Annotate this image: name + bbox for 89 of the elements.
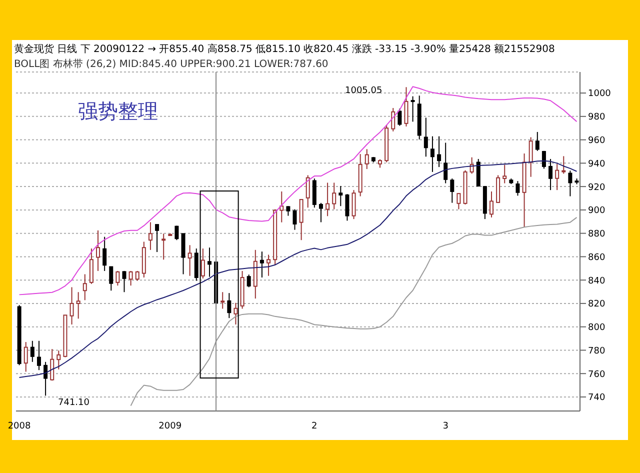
candlestick [286, 206, 290, 216]
candlestick [102, 236, 107, 272]
candlestick [116, 270, 120, 286]
candlestick [548, 158, 553, 191]
candlestick [181, 233, 186, 275]
candlestick [404, 86, 408, 127]
candlestick [535, 131, 540, 152]
candlestick [398, 108, 402, 126]
candlestick [430, 136, 434, 172]
candlestick [70, 286, 74, 325]
candlestick [234, 302, 238, 325]
annotation: 强势整理 [78, 98, 158, 125]
candlestick [470, 156, 474, 174]
candlestick [312, 178, 316, 208]
candlestick [516, 180, 520, 196]
candlestick [260, 251, 264, 278]
candlestick [155, 224, 160, 253]
chart-subtitle: BOLL图 布林带 (26,2) MID:845.40 UPPER:900.21 LOWER:787.60 [14, 58, 328, 71]
candlestick [162, 233, 166, 260]
candlestick [476, 158, 480, 188]
candlestick [266, 254, 271, 276]
candlestick [555, 163, 560, 191]
candlestick [410, 96, 415, 122]
candlestick [292, 208, 297, 230]
candlestick [30, 340, 34, 362]
x-tick-label: 2009 [158, 421, 182, 432]
y-tick-label: 940 [588, 159, 606, 170]
candlestick [200, 248, 205, 279]
candlestick [345, 194, 350, 222]
candlestick [44, 361, 48, 396]
candlestick [109, 266, 114, 292]
candlestick [568, 170, 572, 197]
candlestick [318, 202, 323, 223]
candlestick [76, 292, 80, 320]
chart-title: 黄金现货 日线 下 20090122 → 开855.40 高858.75 低815.10 收820.45 涨跌 -33.15 -3.90% 量25428 额21552908 [14, 42, 555, 56]
annotation: 741.10 [58, 398, 90, 408]
y-tick-label: 900 [588, 206, 606, 216]
candlestick [220, 292, 225, 310]
candlestick [352, 190, 356, 220]
y-tick-label: 760 [588, 370, 606, 380]
candlestick [208, 247, 212, 278]
x-tick-label: 2 [312, 421, 318, 432]
candlestick [56, 350, 61, 370]
candlestick [96, 230, 100, 272]
candlestick [391, 108, 396, 132]
candlestick [122, 270, 126, 293]
y-tick-label: 800 [588, 323, 606, 334]
candlestick [227, 292, 232, 319]
y-tick-label: 980 [588, 112, 606, 123]
candlestick [338, 185, 343, 207]
y-tick-label: 1000 [588, 89, 612, 100]
candlestick [89, 248, 94, 284]
candlestick [36, 340, 41, 371]
candlestick [364, 148, 369, 170]
candlestick [326, 182, 330, 217]
candlestick [444, 142, 448, 184]
y-tick-label: 880 [588, 230, 606, 240]
candlestick [450, 178, 454, 204]
candlestick [437, 136, 442, 168]
line-series [130, 216, 578, 406]
y-tick-label: 960 [588, 136, 606, 146]
y-tick-label: 820 [588, 300, 606, 310]
candlestick [490, 190, 494, 218]
candlestick [306, 174, 310, 208]
candlestick [502, 164, 507, 184]
candlestick [174, 225, 179, 241]
candlestick [424, 117, 428, 158]
candlestick [128, 270, 133, 286]
candlestick [299, 199, 304, 241]
candlestick [135, 270, 140, 282]
candlestick [332, 182, 336, 210]
candlestick [188, 244, 192, 276]
y-tick-label: 920 [588, 182, 606, 193]
candlestick [24, 342, 28, 372]
annotation: 1005.05 [345, 86, 382, 96]
y-tick-label: 780 [588, 346, 606, 356]
y-tick-label: 860 [588, 252, 606, 263]
candlestick [82, 274, 87, 301]
candlestick [280, 190, 284, 223]
y-tick-label: 740 [588, 393, 606, 404]
x-tick-label: 3 [442, 421, 448, 432]
candlestick [148, 222, 152, 250]
candlestick [562, 156, 566, 174]
line-series [18, 86, 578, 296]
candlestick [456, 192, 461, 210]
candlestick [246, 274, 251, 288]
y-tick-label: 840 [588, 276, 606, 286]
candlestick [50, 348, 54, 382]
candlestick [528, 136, 533, 178]
